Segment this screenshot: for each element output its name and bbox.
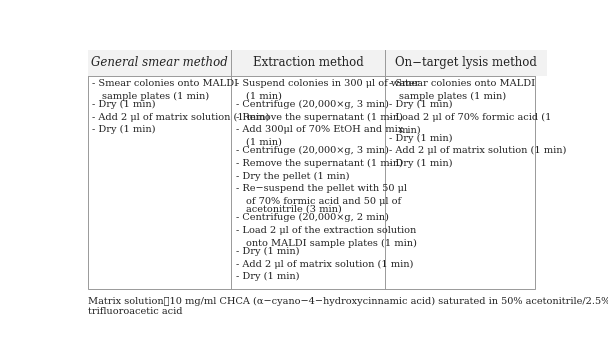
Text: - Suspend colonies in 300 μl of water: - Suspend colonies in 300 μl of water xyxy=(236,79,420,88)
Bar xyxy=(385,50,547,76)
Text: of 70% formic acid and 50 μl of: of 70% formic acid and 50 μl of xyxy=(246,197,401,206)
Text: (1 min): (1 min) xyxy=(246,92,282,101)
Text: - Add 2 μl of matrix solution (1 min): - Add 2 μl of matrix solution (1 min) xyxy=(236,260,413,268)
Text: - Remove the supernatant (1 min): - Remove the supernatant (1 min) xyxy=(236,159,403,168)
Text: - Centrifuge (20,000×g, 3 min): - Centrifuge (20,000×g, 3 min) xyxy=(236,100,389,109)
Text: - Smear colonies onto MALDI: - Smear colonies onto MALDI xyxy=(92,79,238,88)
Text: (1 min): (1 min) xyxy=(246,138,282,147)
Bar xyxy=(232,50,385,76)
Text: sample plates (1 min): sample plates (1 min) xyxy=(399,92,506,101)
Text: - Load 2 μl of 70% formic acid (1: - Load 2 μl of 70% formic acid (1 xyxy=(389,113,551,122)
Text: - Dry (1 min): - Dry (1 min) xyxy=(92,125,156,135)
Text: - Dry (1 min): - Dry (1 min) xyxy=(389,134,453,143)
Text: - Remove the supernatant (1 min): - Remove the supernatant (1 min) xyxy=(236,113,403,122)
Text: On−target lysis method: On−target lysis method xyxy=(395,56,537,69)
Text: - Dry (1 min): - Dry (1 min) xyxy=(389,159,453,168)
Text: acetonitrile (3 min): acetonitrile (3 min) xyxy=(246,205,341,214)
Text: - Smear colonies onto MALDI: - Smear colonies onto MALDI xyxy=(389,79,536,88)
Text: - Re−suspend the pellet with 50 μl: - Re−suspend the pellet with 50 μl xyxy=(236,184,407,193)
Text: - Dry (1 min): - Dry (1 min) xyxy=(389,100,453,109)
Text: - Centrifuge (20,000×g, 2 min): - Centrifuge (20,000×g, 2 min) xyxy=(236,213,389,222)
Text: - Dry (1 min): - Dry (1 min) xyxy=(236,247,300,256)
Text: - Dry (1 min): - Dry (1 min) xyxy=(236,272,300,281)
Text: - Add 2 μl of matrix solution (1 min): - Add 2 μl of matrix solution (1 min) xyxy=(389,146,567,155)
Bar xyxy=(88,50,536,289)
Text: General smear method: General smear method xyxy=(91,56,228,69)
Text: - Dry (1 min): - Dry (1 min) xyxy=(92,100,156,109)
Text: onto MALDI sample plates (1 min): onto MALDI sample plates (1 min) xyxy=(246,238,416,248)
Text: min): min) xyxy=(399,125,421,134)
Text: sample plates (1 min): sample plates (1 min) xyxy=(102,92,209,101)
Text: - Centrifuge (20,000×g, 3 min): - Centrifuge (20,000×g, 3 min) xyxy=(236,146,389,155)
Text: - Dry the pellet (1 min): - Dry the pellet (1 min) xyxy=(236,171,350,181)
Text: trifluoroacetic acid: trifluoroacetic acid xyxy=(88,307,182,316)
Text: Extraction method: Extraction method xyxy=(253,56,364,69)
Bar xyxy=(88,50,232,76)
Text: - Load 2 μl of the extraction solution: - Load 2 μl of the extraction solution xyxy=(236,226,416,235)
Text: - Add 300μl of 70% EtOH and mix: - Add 300μl of 70% EtOH and mix xyxy=(236,125,404,134)
Text: - Add 2 μl of matrix solution (1 min): - Add 2 μl of matrix solution (1 min) xyxy=(92,113,270,122)
Text: Matrix solution：10 mg/ml CHCA (α−cyano−4−hydroxycinnamic acid) saturated in 50% : Matrix solution：10 mg/ml CHCA (α−cyano−4… xyxy=(88,297,608,306)
